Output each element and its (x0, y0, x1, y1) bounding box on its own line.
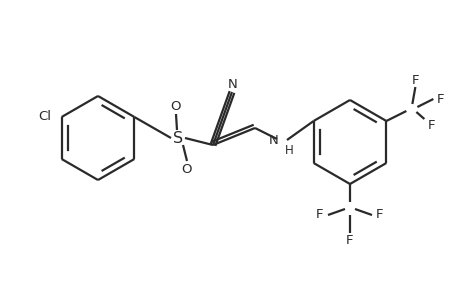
Text: Cl: Cl (38, 110, 51, 122)
Text: F: F (346, 235, 353, 248)
Text: N: N (228, 77, 237, 91)
Text: F: F (427, 118, 434, 131)
Text: O: O (170, 100, 181, 112)
Text: F: F (316, 208, 323, 221)
Text: H: H (285, 144, 293, 157)
Text: F: F (411, 74, 418, 86)
Text: F: F (375, 208, 383, 221)
Text: S: S (173, 130, 183, 146)
Text: N: N (269, 134, 279, 146)
Text: F: F (436, 92, 443, 106)
Text: O: O (181, 163, 192, 176)
